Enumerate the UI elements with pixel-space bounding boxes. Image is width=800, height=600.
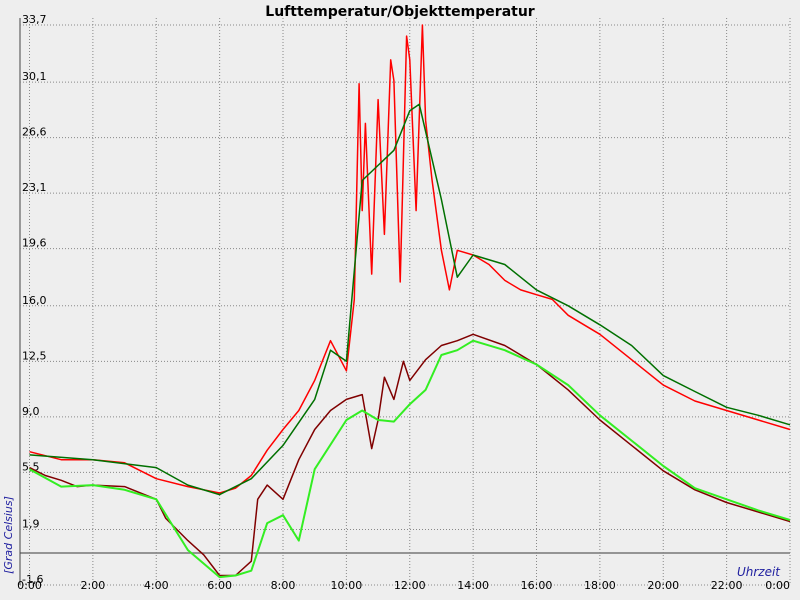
x-tick-label: 10:00	[331, 579, 363, 592]
y-tick-label: -1,6	[22, 573, 43, 586]
y-tick-label: 33,7	[22, 13, 47, 26]
x-tick-label: 2:00	[81, 579, 106, 592]
y-axis-title: [Grad Celsius]	[2, 496, 15, 574]
x-tick-label: 0:00	[765, 579, 790, 592]
y-tick-label: 9,0	[22, 405, 40, 418]
chart-title: Lufttemperatur/Objekttemperatur	[265, 4, 535, 20]
y-tick-label: 26,6	[22, 126, 47, 139]
y-tick-label: 16,0	[22, 294, 47, 307]
x-tick-label: 20:00	[647, 579, 679, 592]
x-tick-label: 0:00	[17, 579, 42, 592]
x-tick-label: 18:00	[584, 579, 616, 592]
y-tick-label: 12,5	[22, 349, 47, 362]
y-tick-label: 30,1	[22, 70, 47, 83]
data-line	[29, 333, 791, 577]
x-tick-label: 8:00	[271, 579, 296, 592]
data-line	[29, 103, 791, 496]
x-tick-label: 14:00	[457, 579, 489, 592]
y-tick-label: 1,9	[22, 517, 40, 530]
x-tick-label: 12:00	[394, 579, 426, 592]
y-tick-label: 23,1	[22, 181, 47, 194]
x-tick-label: 6:00	[207, 579, 232, 592]
x-tick-label: 22:00	[711, 579, 743, 592]
data-line	[29, 339, 791, 579]
x-tick-label: 16:00	[521, 579, 553, 592]
y-tick-label: 19,6	[22, 237, 47, 250]
x-tick-label: 4:00	[144, 579, 169, 592]
x-axis-title: Uhrzeit	[737, 565, 781, 579]
